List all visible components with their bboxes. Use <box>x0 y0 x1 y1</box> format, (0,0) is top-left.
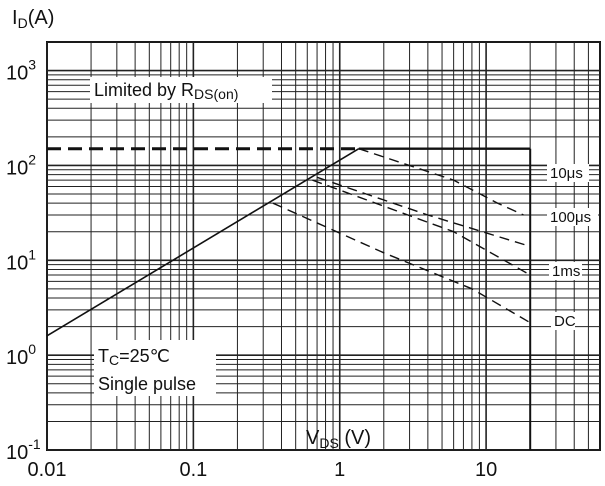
tc-label: TC=25℃ <box>98 346 170 368</box>
y-axis-title: ID(A) <box>12 7 54 31</box>
x-tick-label: 0.01 <box>28 459 67 481</box>
grid <box>46 41 601 451</box>
x-tick-label: 0.1 <box>179 459 207 481</box>
condition-label-bg <box>94 340 216 396</box>
series-label: DC <box>554 313 576 330</box>
x-axis-title: VDS (V) <box>306 427 371 451</box>
series-label-bg <box>551 312 575 330</box>
pulse-curve-4 <box>272 202 531 324</box>
rds-on-limit-line <box>46 148 360 337</box>
y-tick-label: 102 <box>6 151 36 179</box>
pulse-curve-2 <box>316 176 531 248</box>
series-label-bg <box>547 164 589 182</box>
x-tick-label: 1 <box>334 459 345 481</box>
pulse-curve-1 <box>358 148 524 216</box>
y-tick-label: 101 <box>6 246 36 274</box>
series-label: 100μs <box>550 209 591 226</box>
series-label: 1ms <box>552 263 580 280</box>
series-label-bg <box>549 262 582 280</box>
series-label: 10μs <box>550 165 583 182</box>
plot-curves: 10μs 100μs 1ms DC <box>46 147 598 450</box>
y-tick-label: 103 <box>6 57 36 85</box>
rds-limit-label: Limited by RDS(on) <box>94 80 238 102</box>
single-pulse-label: Single pulse <box>98 374 196 394</box>
pulse-curve-3 <box>312 179 531 276</box>
y-tick-label: 10-1 <box>6 436 41 464</box>
x-tick-label: 10 <box>475 459 497 481</box>
rds-label-bg <box>90 77 272 103</box>
series-label-bg <box>547 208 598 226</box>
y-tick-label: 100 <box>6 341 36 369</box>
